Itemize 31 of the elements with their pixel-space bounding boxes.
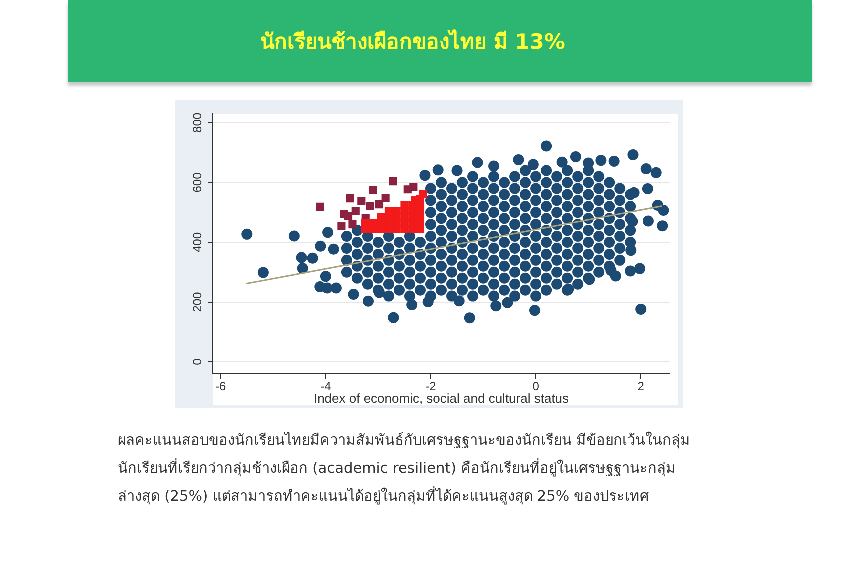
x-tick-label: 2 [638,380,645,394]
point [419,190,428,198]
point [366,202,374,210]
y-tick-label: 200 [190,292,204,312]
point [352,207,360,216]
point [346,194,354,203]
y-tick-label: 600 [190,172,204,193]
x-tick-label: -6 [216,380,227,394]
point [369,186,378,195]
point [389,178,398,186]
point [375,200,384,209]
y-tick-label: 400 [190,232,204,253]
point [377,213,386,222]
x-tick-label: -4 [320,380,332,394]
point [348,220,357,229]
point [338,222,346,230]
x-tick-label: -2 [426,380,437,394]
point [382,194,390,202]
chart-title: นักเรียนช้างเผือกของไทย มี 13% [260,28,566,56]
point [392,207,401,216]
point [344,212,353,220]
x-axis-title: Index of economic, social and cultural status [314,391,570,406]
y-tick-label: 800 [190,112,204,133]
x-tick-label: 0 [532,380,540,394]
y-tick-label: 0 [190,358,204,366]
point [361,219,370,228]
point [358,197,366,206]
text: ผลคะแนนสอบของนักเรียนไทยมีความสัมพันธ์กับเศรษฐฐานะของนักเรียน มีข้อยกเว้นในกลุ่มนักเรียนที่เรียกว่ากลุ่มช้างเผือก (academic resilient) คือนักเรียนที่อยู่ในเศรษฐฐานะกลุ่มล่างสุด (25%) แต่สามารถทำคะแนนได้อยู่ในกลุ่มที่ได้คะแนนสูงสุด 25% ของประเทศ [118,430,692,507]
point [316,202,324,211]
point [400,201,409,210]
point [404,186,412,194]
